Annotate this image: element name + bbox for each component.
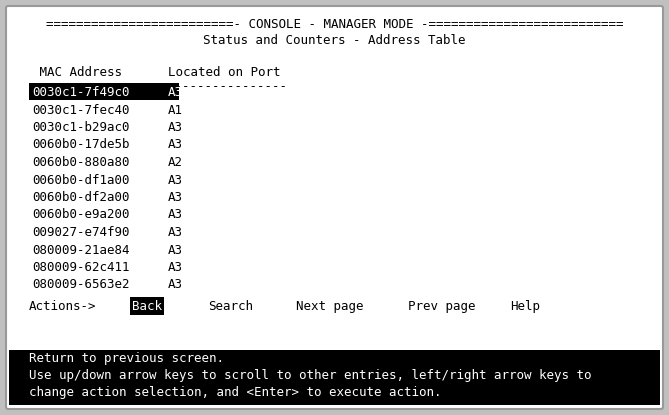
Text: A2: A2 xyxy=(168,156,183,169)
Text: 009027-e74f90: 009027-e74f90 xyxy=(32,226,130,239)
Text: 0060b0-df2a00: 0060b0-df2a00 xyxy=(32,191,130,204)
Text: 0060b0-17de5b: 0060b0-17de5b xyxy=(32,139,130,151)
FancyBboxPatch shape xyxy=(130,297,164,315)
Text: A3: A3 xyxy=(168,121,183,134)
Text: A3: A3 xyxy=(168,191,183,204)
Text: A3: A3 xyxy=(168,261,183,274)
Text: 080009-6563e2: 080009-6563e2 xyxy=(32,278,130,291)
Text: --------------: -------------- xyxy=(32,80,145,93)
Text: A3: A3 xyxy=(168,244,183,256)
Text: Back: Back xyxy=(132,300,162,313)
FancyBboxPatch shape xyxy=(9,350,660,405)
Text: 080009-21ae84: 080009-21ae84 xyxy=(32,244,130,256)
Text: 0060b0-e9a200: 0060b0-e9a200 xyxy=(32,208,130,222)
Text: Search: Search xyxy=(208,300,253,313)
Text: 0030c1-7fec40: 0030c1-7fec40 xyxy=(32,103,130,117)
Text: A3: A3 xyxy=(168,278,183,291)
Text: A1: A1 xyxy=(168,103,183,117)
Text: A3: A3 xyxy=(168,208,183,222)
Text: Return to previous screen.: Return to previous screen. xyxy=(29,352,224,365)
Text: Actions->: Actions-> xyxy=(29,300,96,313)
Text: Status and Counters - Address Table: Status and Counters - Address Table xyxy=(203,34,466,47)
Text: Next page: Next page xyxy=(296,300,363,313)
Text: Help: Help xyxy=(510,300,540,313)
Text: MAC Address: MAC Address xyxy=(32,66,122,79)
Text: 0060b0-880a80: 0060b0-880a80 xyxy=(32,156,130,169)
Text: A3: A3 xyxy=(168,86,183,99)
Text: ----------------: ---------------- xyxy=(168,80,288,93)
Text: 0030c1-b29ac0: 0030c1-b29ac0 xyxy=(32,121,130,134)
Text: Prev page: Prev page xyxy=(408,300,476,313)
Text: A3: A3 xyxy=(168,139,183,151)
Text: =========================- CONSOLE - MANAGER MODE -==========================: =========================- CONSOLE - MAN… xyxy=(45,18,624,31)
Text: change action selection, and <Enter> to execute action.: change action selection, and <Enter> to … xyxy=(29,386,442,399)
Text: Located on Port: Located on Port xyxy=(168,66,280,79)
Text: Use up/down arrow keys to scroll to other entries, left/right arrow keys to: Use up/down arrow keys to scroll to othe… xyxy=(29,369,591,382)
Text: A3: A3 xyxy=(168,173,183,186)
Text: A3: A3 xyxy=(168,226,183,239)
Text: 0060b0-df1a00: 0060b0-df1a00 xyxy=(32,173,130,186)
Text: 0030c1-7f49c0: 0030c1-7f49c0 xyxy=(32,86,130,99)
FancyBboxPatch shape xyxy=(29,83,179,100)
FancyBboxPatch shape xyxy=(6,6,663,409)
Text: 080009-62c411: 080009-62c411 xyxy=(32,261,130,274)
